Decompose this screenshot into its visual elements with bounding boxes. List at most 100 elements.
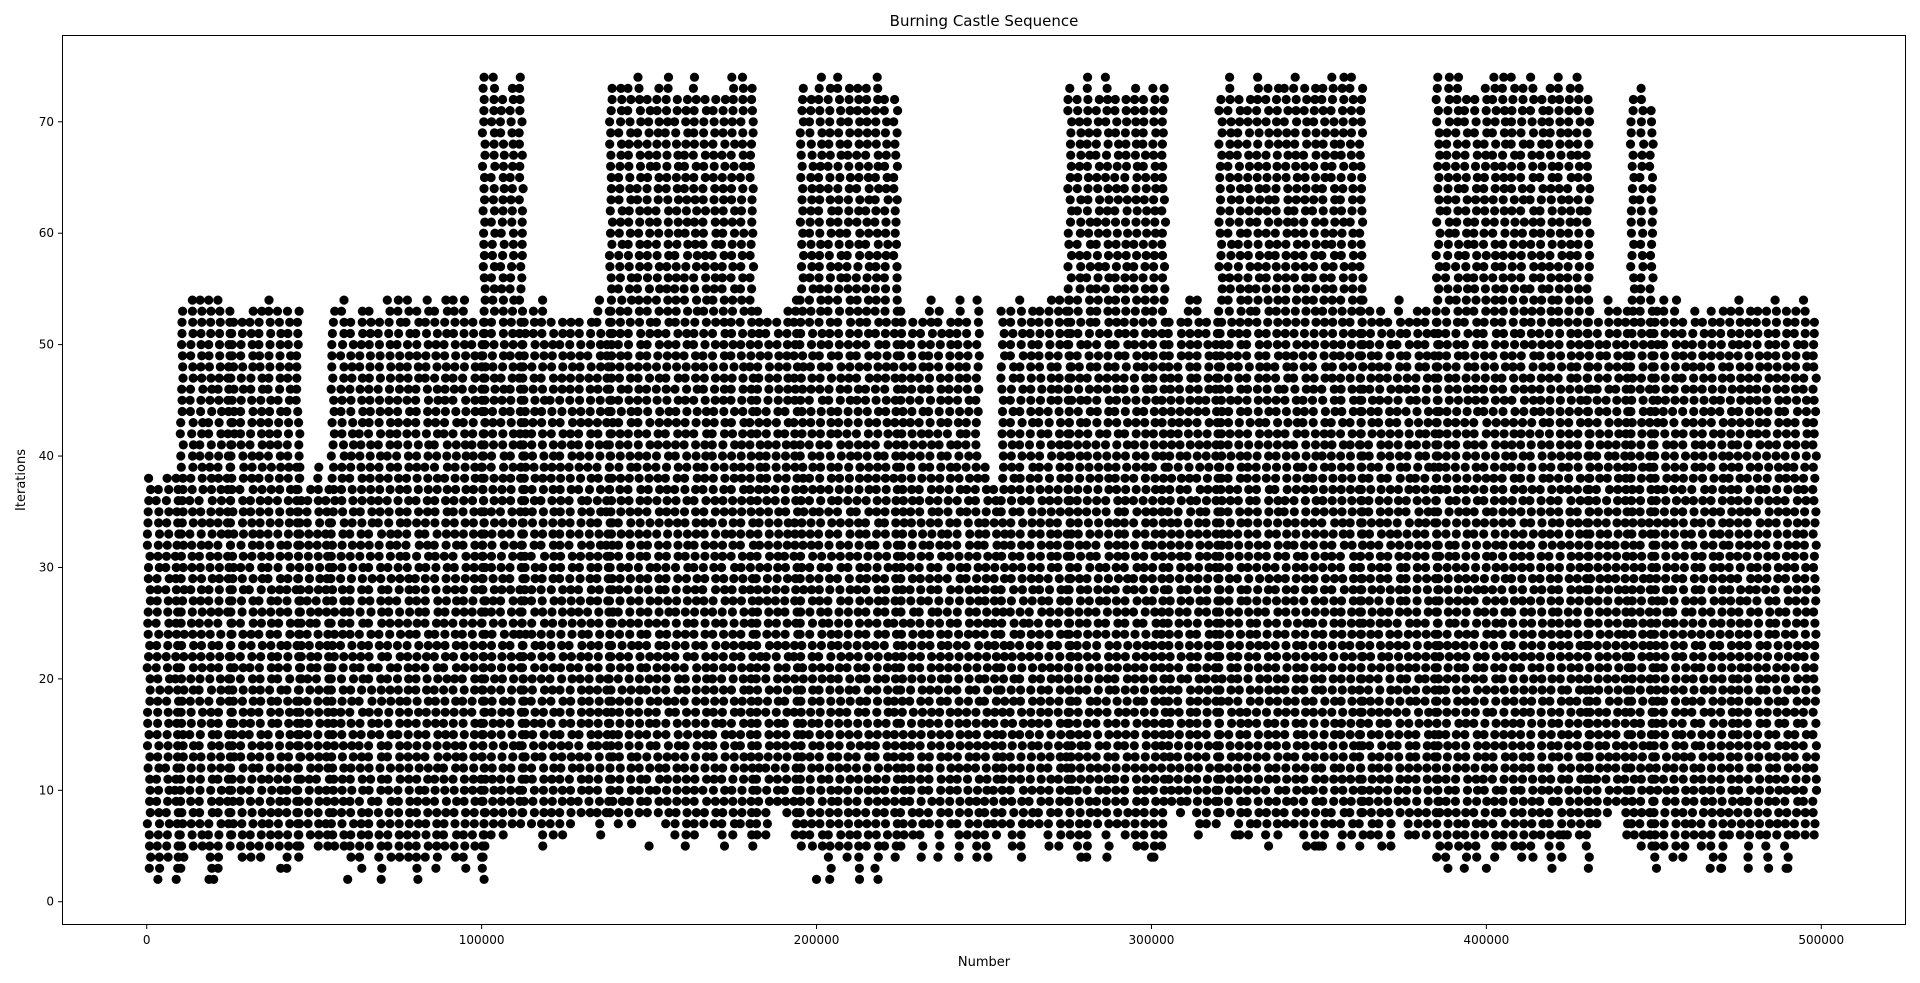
data-point <box>214 663 224 673</box>
data-point <box>347 362 357 372</box>
data-point <box>897 696 907 706</box>
data-point <box>606 373 617 383</box>
data-point <box>215 317 225 327</box>
data-point <box>196 752 206 762</box>
data-point <box>754 328 764 339</box>
data-point <box>843 718 853 729</box>
data-point <box>458 373 468 383</box>
data-point <box>691 484 701 495</box>
data-point <box>329 462 339 472</box>
data-point <box>438 763 449 773</box>
data-point <box>440 707 450 717</box>
data-point <box>708 139 718 149</box>
data-point <box>897 429 907 439</box>
data-point <box>566 607 576 617</box>
data-point <box>488 796 498 807</box>
point-column <box>292 462 306 851</box>
data-point <box>672 206 682 216</box>
data-point <box>889 250 899 261</box>
data-point <box>789 640 800 651</box>
data-point <box>673 150 683 160</box>
data-point <box>615 774 625 784</box>
data-point <box>347 640 357 651</box>
data-point <box>727 373 737 383</box>
data-point <box>661 184 671 194</box>
data-point <box>187 540 197 550</box>
data-point <box>781 796 791 807</box>
data-point <box>862 217 872 227</box>
data-point <box>152 841 162 851</box>
data-point <box>642 195 652 205</box>
data-point <box>187 830 197 840</box>
data-point <box>651 685 661 695</box>
data-point <box>283 451 293 461</box>
data-point <box>178 596 188 606</box>
data-point <box>717 262 727 272</box>
data-point <box>688 83 699 93</box>
data-point <box>615 273 626 283</box>
data-point <box>796 707 806 717</box>
data-point <box>870 284 880 294</box>
data-point <box>773 718 783 729</box>
data-point <box>853 730 863 740</box>
data-point <box>423 473 433 483</box>
data-point <box>188 462 198 472</box>
data-point <box>498 94 508 105</box>
data-point <box>557 640 567 651</box>
data-point <box>505 640 515 651</box>
data-point <box>924 496 935 506</box>
data-point <box>874 317 884 327</box>
data-point <box>700 551 710 561</box>
data-point <box>682 195 692 205</box>
data-point <box>163 752 173 762</box>
data-point <box>508 752 518 762</box>
data-point <box>664 518 674 528</box>
data-point <box>774 507 784 517</box>
data-point <box>440 473 450 483</box>
data-point <box>345 328 355 339</box>
data-point <box>575 395 585 405</box>
data-point <box>179 629 189 639</box>
data-point <box>315 574 325 584</box>
data-point <box>816 785 826 795</box>
data-point <box>836 562 846 573</box>
data-point <box>205 841 215 851</box>
data-point <box>145 551 155 561</box>
data-point <box>264 418 274 428</box>
data-point <box>275 763 285 773</box>
data-point <box>583 652 594 662</box>
data-point <box>467 830 477 840</box>
data-point <box>642 629 652 639</box>
data-point <box>862 362 873 372</box>
data-point <box>651 785 662 795</box>
data-point <box>345 618 355 628</box>
data-point <box>306 607 316 617</box>
data-point <box>905 585 915 595</box>
data-point <box>670 117 680 127</box>
data-point <box>883 696 893 706</box>
data-point <box>634 741 644 751</box>
data-point <box>745 484 755 495</box>
data-point <box>737 440 747 450</box>
data-point <box>682 462 692 472</box>
data-point <box>780 596 790 606</box>
data-point <box>178 819 188 829</box>
data-point <box>762 596 772 606</box>
data-point <box>311 774 321 784</box>
data-point <box>527 674 537 684</box>
data-point <box>764 718 774 729</box>
data-point <box>853 406 863 417</box>
data-point <box>204 696 214 706</box>
data-point <box>196 507 206 517</box>
data-point <box>861 106 871 116</box>
data-point <box>728 540 738 550</box>
data-point <box>761 406 771 417</box>
data-point <box>364 707 374 717</box>
data-point <box>405 406 415 417</box>
data-point <box>854 206 864 216</box>
data-point <box>248 362 258 372</box>
data-point <box>282 640 292 651</box>
data-point <box>727 172 737 183</box>
data-point <box>808 484 818 495</box>
data-point <box>227 484 237 495</box>
